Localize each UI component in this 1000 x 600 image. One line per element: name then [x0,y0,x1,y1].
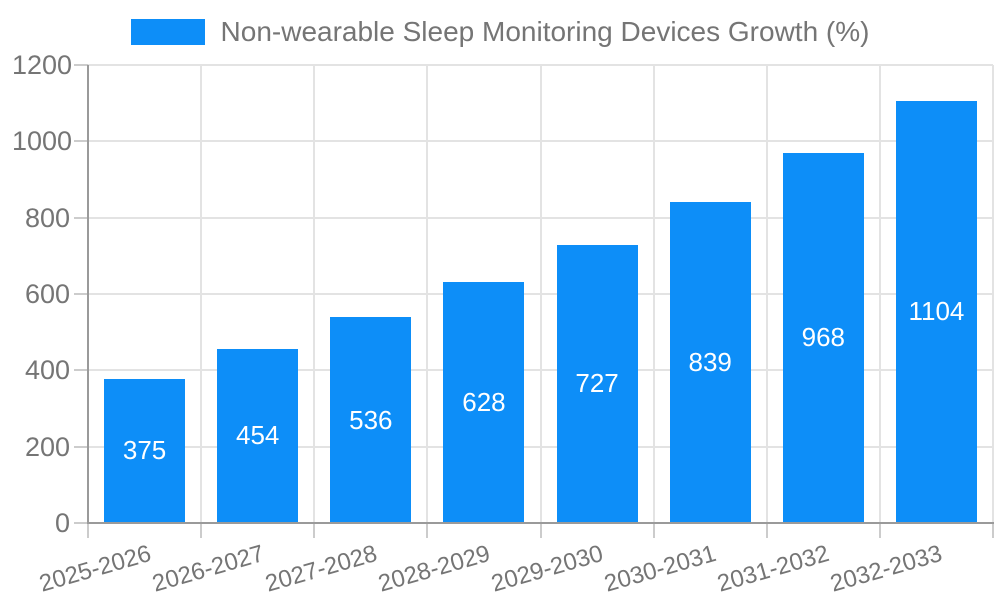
legend-swatch [130,19,205,45]
bar-value-label: 727 [575,368,619,399]
y-axis-line [87,65,89,523]
x-axis-tick [765,523,768,538]
bar: 1104 [895,100,977,522]
gridline-vertical [200,65,203,523]
gridline-vertical [313,65,316,523]
legend-label: Non-wearable Sleep Monitoring Devices Gr… [220,16,870,47]
y-axis-tick [74,293,88,295]
y-tick-label: 1200 [12,50,73,80]
y-axis-tick [74,445,88,448]
gridline-vertical [878,65,881,523]
bar-value-label: 1104 [908,296,965,327]
chart-legend: Non-wearable Sleep Monitoring Devices Gr… [0,16,1000,48]
y-tick-label: 400 [24,355,70,386]
x-axis-tick [87,523,89,538]
x-axis-tick [200,523,203,538]
bar-value-label: 454 [235,420,280,451]
y-axis-tick [74,216,88,219]
y-axis-tick [74,64,88,66]
y-axis-tick [74,140,88,143]
bar-value-label: 375 [122,435,167,466]
bar: 628 [443,282,525,522]
bar: 839 [669,201,751,522]
y-axis-tick [74,369,88,372]
bar-value-label: 628 [462,387,506,418]
x-axis-tick [426,523,429,538]
x-axis-line [87,522,994,524]
gridline-vertical [652,65,655,523]
y-tick-label: 600 [24,279,70,309]
bar: 536 [330,317,412,522]
bar: 727 [556,244,638,522]
y-tick-label: 200 [24,431,70,462]
bar: 454 [217,348,299,522]
y-tick-label: 0 [54,508,70,538]
x-axis-tick [539,523,542,538]
bar: 968 [782,152,864,522]
y-axis-tick [74,522,88,524]
bar-value-label: 839 [688,346,732,377]
x-axis-tick [652,523,655,538]
gridline-vertical [765,65,768,523]
gridline-vertical [992,65,994,523]
bar: 375 [104,378,186,522]
gridline-vertical [539,65,542,523]
bar-value-label: 536 [349,404,393,435]
y-tick-label: 1000 [12,126,73,157]
gridline-vertical [426,65,429,523]
bar-value-label: 968 [801,322,845,353]
y-tick-label: 800 [24,202,70,233]
x-axis-tick [313,523,316,538]
x-axis-tick [992,523,994,538]
x-axis-tick [878,523,881,538]
